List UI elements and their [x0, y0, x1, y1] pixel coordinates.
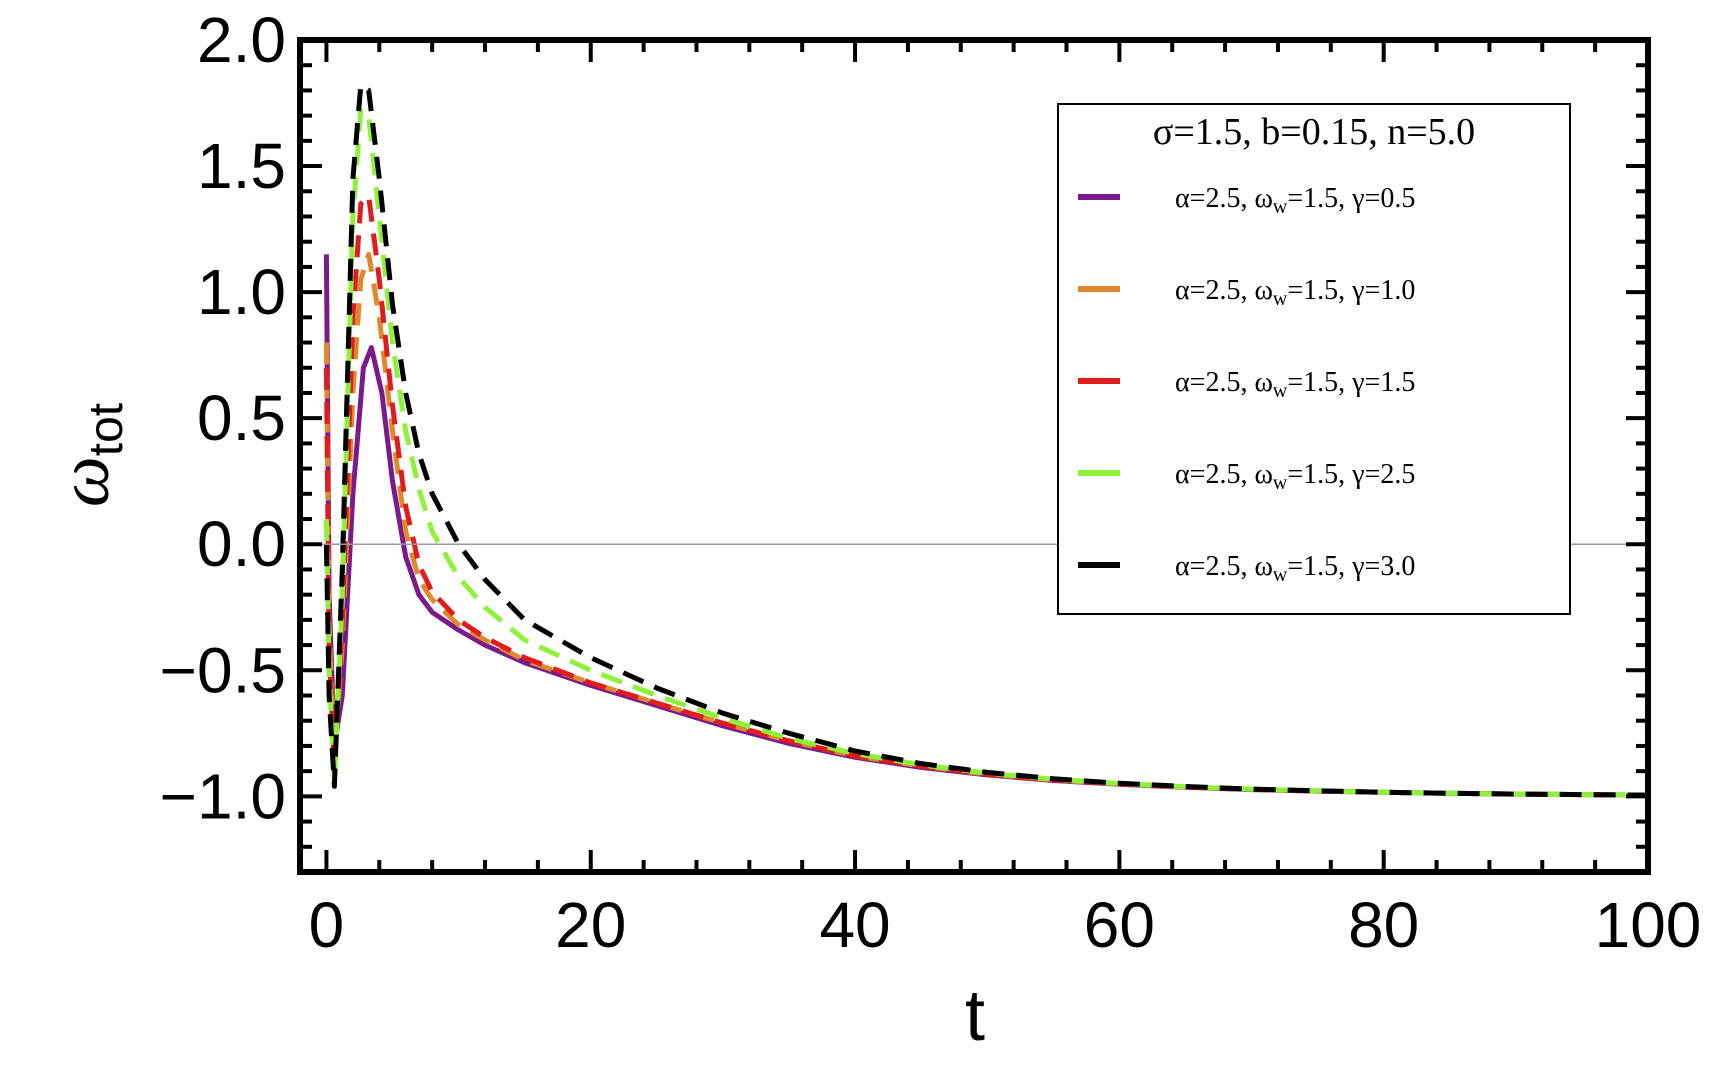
legend-label-5: α=2.5, ωw=1.5, γ=3.0 — [1175, 551, 1415, 586]
legend-rest: =1.5, γ=3.0 — [1287, 551, 1415, 582]
legend-label-2: α=2.5, ωw=1.5, γ=1.0 — [1175, 275, 1415, 310]
x-tick-label: 60 — [1084, 889, 1155, 961]
tick-label-layer: 0 20 40 60 80 100 −1.0 −0.5 0.0 0.5 1.0 1.5 2.0 — [160, 4, 1702, 961]
y-tick-label: 0.5 — [197, 382, 286, 454]
legend-subscript: w — [1273, 288, 1288, 310]
y-axis-title: ωtot — [44, 403, 133, 507]
legend-rest: =1.5, γ=2.5 — [1287, 459, 1415, 490]
legend-omega: ω — [1254, 183, 1272, 214]
legend-subscript: w — [1273, 564, 1288, 586]
series-line-5 — [323, 82, 1648, 798]
legend-omega: ω — [1254, 459, 1272, 490]
x-tick-label: 100 — [1595, 889, 1702, 961]
legend-rest: =1.5, γ=1.0 — [1287, 275, 1415, 306]
y-tick-label: 2.0 — [197, 4, 286, 76]
legend-rest: =1.5, γ=0.5 — [1287, 183, 1415, 214]
y-tick-label: −1.0 — [160, 760, 286, 832]
x-axis-title: t — [965, 976, 985, 1056]
y-axis-title-sub: tot — [80, 403, 133, 456]
series-layer — [323, 82, 1648, 798]
legend-label-4: α=2.5, ωw=1.5, γ=2.5 — [1175, 459, 1415, 494]
legend-omega: ω — [1254, 275, 1272, 306]
legend-label-1: α=2.5, ωw=1.5, γ=0.5 — [1175, 183, 1415, 218]
y-tick-label: 1.0 — [197, 256, 286, 328]
legend-subscript: w — [1273, 472, 1288, 494]
legend-title: σ=1.5, b=0.15, n=5.0 — [1153, 111, 1475, 153]
plot-frame — [297, 37, 1651, 875]
legend-omega: ω — [1254, 367, 1272, 398]
legend-label-3: α=2.5, ωw=1.5, γ=1.5 — [1175, 367, 1415, 402]
y-tick-label: −0.5 — [160, 634, 286, 706]
legend-rest: =1.5, γ=1.5 — [1287, 367, 1415, 398]
legend-omega: ω — [1254, 551, 1272, 582]
x-tick-label: 40 — [819, 889, 890, 961]
legend: σ=1.5, b=0.15, n=5.0 α=2.5, ωw=1.5, γ=0.5… — [1057, 103, 1571, 615]
legend-box — [1057, 103, 1571, 615]
legend-subscript: w — [1273, 380, 1288, 402]
legend-subscript: w — [1273, 196, 1288, 218]
axes-layer — [297, 37, 1651, 875]
y-axis-title-main: ω — [44, 456, 124, 507]
x-tick-label: 80 — [1348, 889, 1419, 961]
y-tick-label: 1.5 — [197, 130, 286, 202]
x-tick-label: 0 — [309, 889, 345, 961]
x-tick-label: 20 — [555, 889, 626, 961]
y-tick-label: 0.0 — [197, 508, 286, 580]
